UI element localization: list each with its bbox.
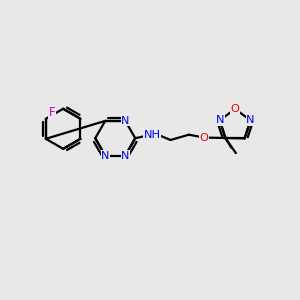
Text: F: F [49,106,56,119]
Text: N: N [121,151,130,160]
Text: O: O [200,133,208,142]
Text: O: O [231,104,239,114]
Text: N: N [121,116,130,126]
Text: NH: NH [144,130,161,140]
Text: N: N [246,115,255,125]
Text: N: N [215,115,224,125]
Text: N: N [101,151,110,160]
